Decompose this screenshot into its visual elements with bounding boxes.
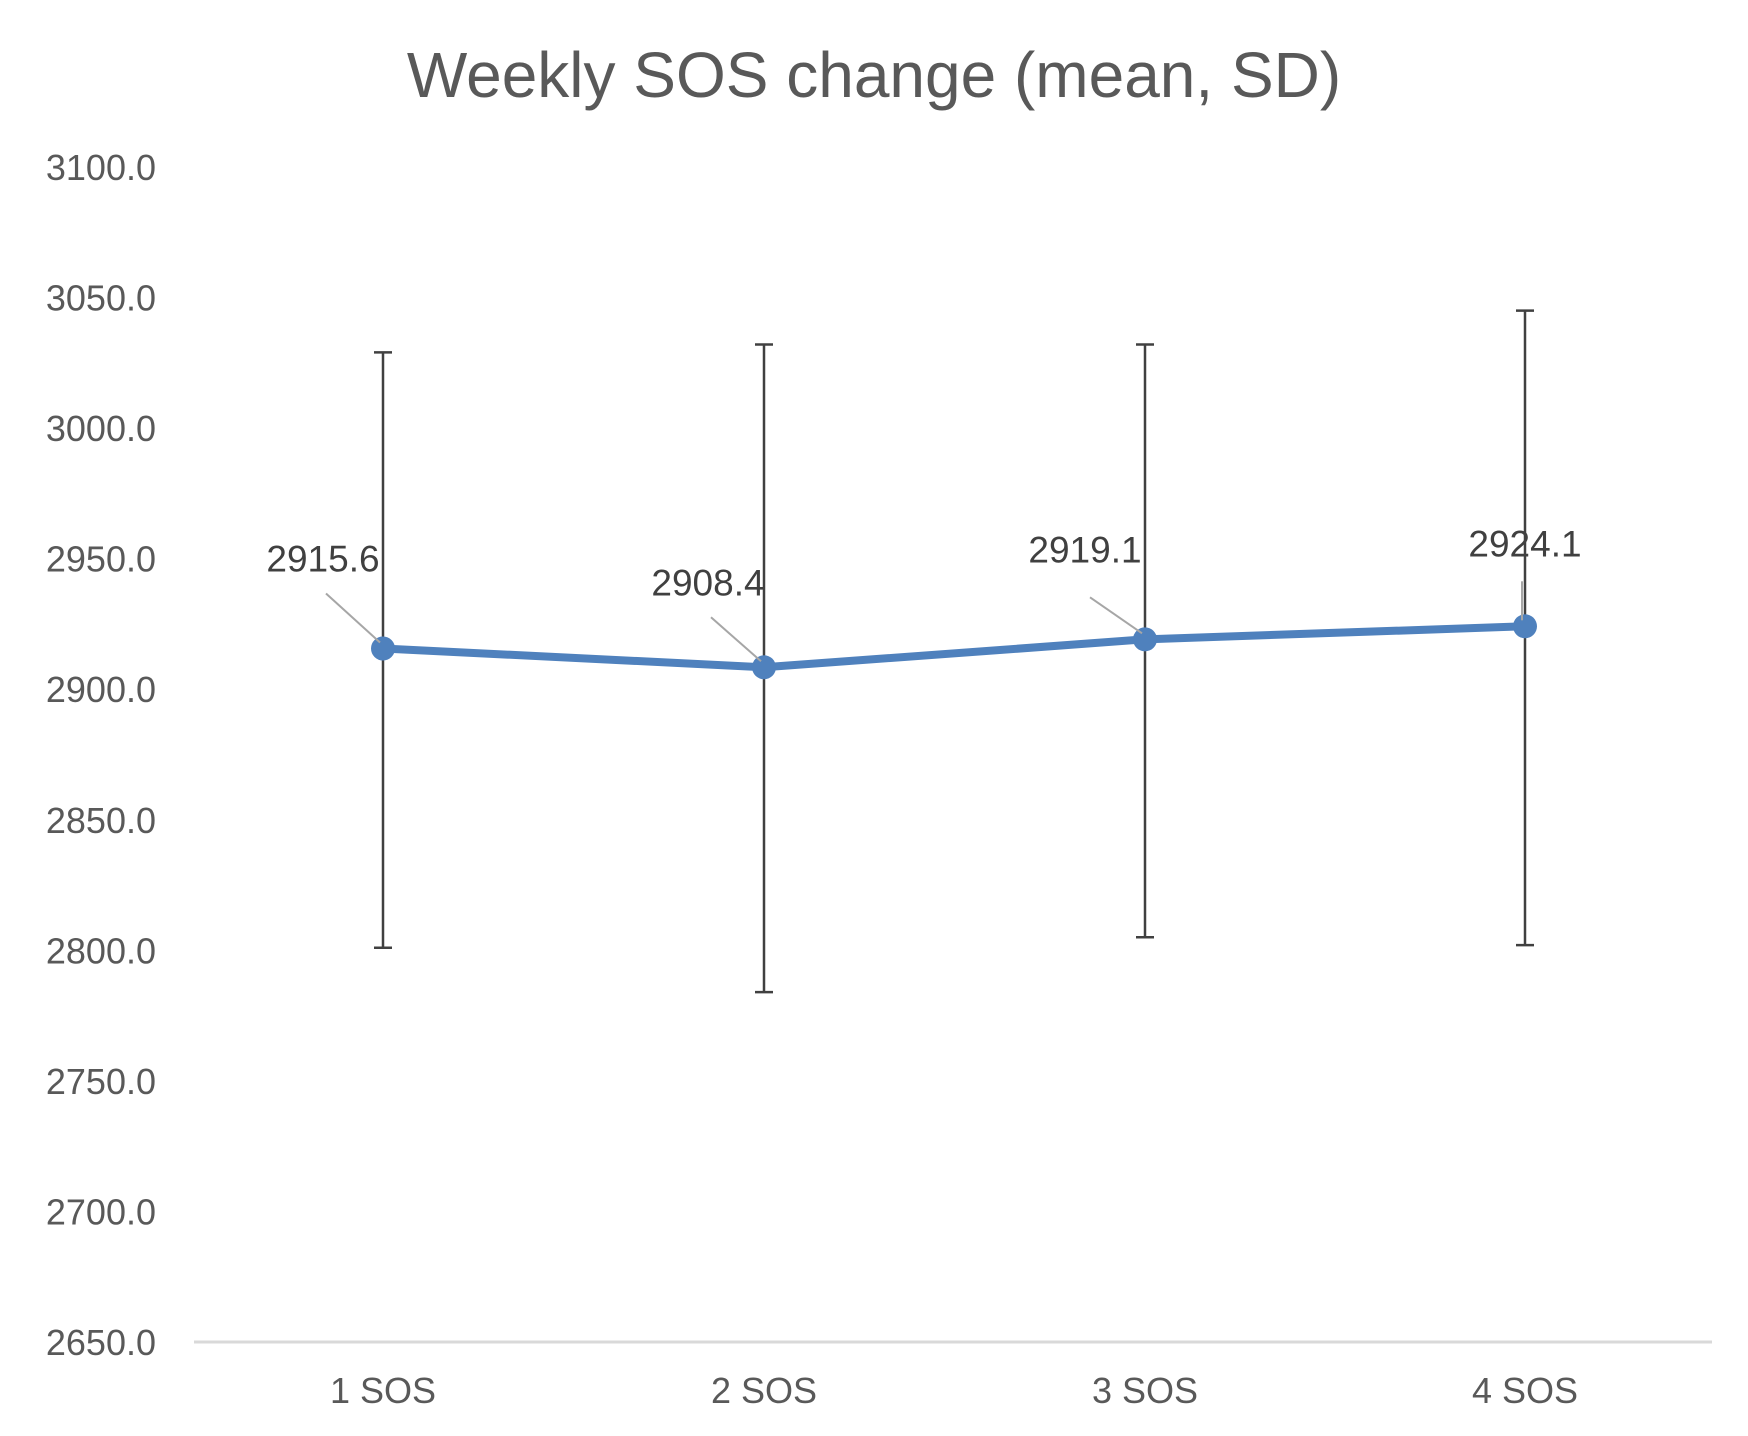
x-tick-label: 1 SOS bbox=[330, 1370, 436, 1411]
y-tick-label: 2800.0 bbox=[46, 930, 156, 971]
data-label-leader bbox=[1089, 596, 1143, 635]
y-tick-label: 2750.0 bbox=[46, 1061, 156, 1102]
x-tick-label: 3 SOS bbox=[1092, 1370, 1198, 1411]
series-polyline bbox=[379, 622, 1529, 672]
x-axis-ticks: 1 SOS 2 SOS 3 SOS 4 SOS bbox=[330, 1370, 1578, 1411]
x-tick-label: 4 SOS bbox=[1472, 1370, 1578, 1411]
data-point bbox=[1513, 614, 1537, 639]
y-tick-label: 2850.0 bbox=[46, 800, 156, 841]
x-tick-label: 2 SOS bbox=[711, 1370, 817, 1411]
y-tick-label: 2950.0 bbox=[46, 539, 156, 580]
chart-title: Weekly SOS change (mean, SD) bbox=[407, 39, 1341, 111]
y-tick-label: 2650.0 bbox=[46, 1322, 156, 1363]
data-label: 2919.1 bbox=[1028, 529, 1141, 570]
data-label: 2908.4 bbox=[651, 562, 764, 603]
y-tick-label: 2900.0 bbox=[46, 669, 156, 710]
y-tick-label: 2700.0 bbox=[46, 1191, 156, 1232]
data-label: 2915.6 bbox=[266, 538, 379, 579]
data-point bbox=[371, 636, 395, 661]
data-point bbox=[1133, 627, 1157, 652]
data-label-leaders bbox=[325, 581, 1523, 663]
y-tick-label: 3050.0 bbox=[46, 278, 156, 319]
y-axis-ticks: 3100.0 3050.0 3000.0 2950.0 2900.0 2850.0 2800… bbox=[46, 147, 156, 1363]
y-tick-label: 3000.0 bbox=[46, 408, 156, 449]
data-label-leader bbox=[325, 592, 381, 644]
data-point bbox=[752, 655, 776, 680]
series-line bbox=[371, 614, 1537, 680]
y-tick-label: 3100.0 bbox=[46, 147, 156, 188]
data-label-leader bbox=[710, 616, 762, 663]
data-label: 2924.1 bbox=[1468, 523, 1581, 564]
data-labels: 2915.6 2908.4 2919.1 2924.1 bbox=[266, 523, 1581, 603]
